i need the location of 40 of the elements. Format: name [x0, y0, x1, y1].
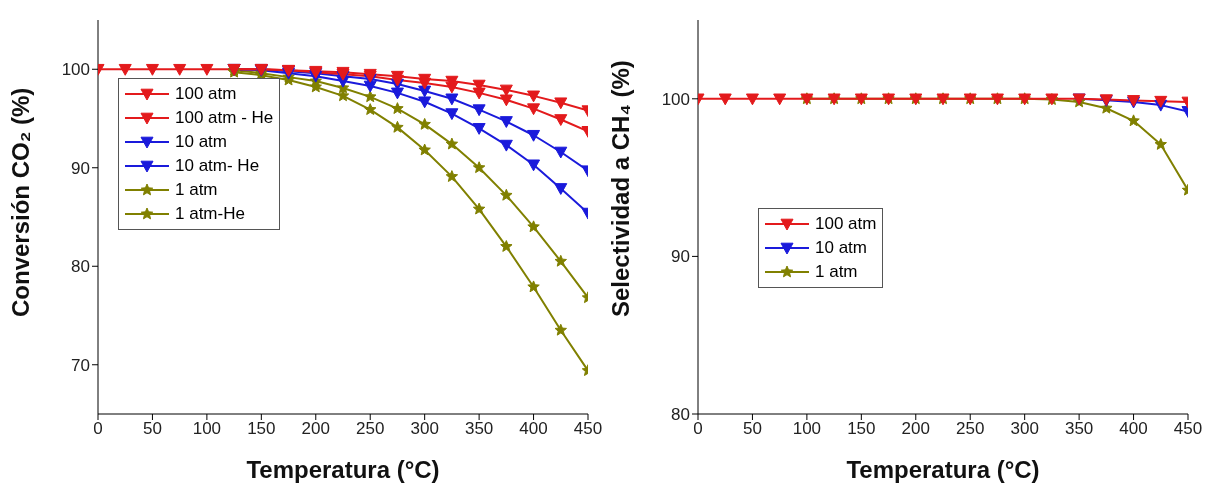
y-axis-title: Conversión CO₂ (%) — [6, 87, 34, 317]
x-tick-label: 300 — [1010, 419, 1039, 439]
legend-label: 1 atm-He — [175, 204, 245, 224]
y-tick-label: 90 — [71, 158, 90, 178]
legend-label: 100 atm - He — [175, 108, 274, 128]
legend-label: 1 atm — [175, 180, 218, 200]
x-tick-label: 450 — [573, 419, 603, 439]
y-tick-label: 100 — [61, 60, 90, 80]
y-axis-title: Selectividad a CH₄ (%) — [606, 60, 634, 317]
x-tick-label: 400 — [519, 419, 548, 439]
y-tick-label: 80 — [71, 257, 90, 277]
x-tick-label: 350 — [1064, 419, 1094, 439]
y-tick-label: 90 — [671, 247, 690, 267]
x-tick-label: 200 — [901, 419, 930, 439]
x-tick-label: 50 — [142, 419, 162, 439]
legend-label: 10 atm — [175, 132, 227, 152]
x-tick-label: 450 — [1173, 419, 1203, 439]
x-tick-label: 0 — [693, 419, 703, 439]
legend-label: 10 atm — [815, 238, 867, 258]
x-tick-label: 300 — [410, 419, 439, 439]
y-tick-label: 70 — [71, 355, 90, 375]
legend-label: 100 atm — [815, 214, 877, 234]
legend-label: 100 atm — [175, 84, 237, 104]
x-tick-label: 50 — [742, 419, 762, 439]
x-tick-label: 400 — [1119, 419, 1148, 439]
x-tick-label: 250 — [956, 419, 985, 439]
x-tick-label: 250 — [356, 419, 385, 439]
x-tick-label: 100 — [792, 419, 822, 439]
y-tick-label: 100 — [661, 89, 690, 109]
x-axis-title: Temperatura (°C) — [246, 456, 440, 483]
x-tick-label: 100 — [192, 419, 222, 439]
x-axis-title: Temperatura (°C) — [846, 456, 1040, 483]
x-tick-label: 0 — [93, 419, 103, 439]
y-tick-label: 80 — [671, 405, 690, 425]
x-tick-label: 200 — [301, 419, 330, 439]
legend-label: 1 atm — [815, 262, 858, 282]
x-tick-label: 150 — [847, 419, 876, 439]
legend-label: 10 atm- He — [175, 156, 260, 176]
x-tick-label: 150 — [247, 419, 276, 439]
x-tick-label: 350 — [464, 419, 494, 439]
